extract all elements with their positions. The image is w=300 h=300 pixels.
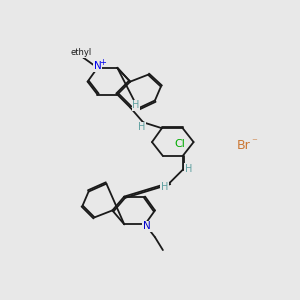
Text: ethyl: ethyl xyxy=(70,48,91,57)
Text: H: H xyxy=(185,164,192,174)
Text: N: N xyxy=(143,221,151,231)
Text: N: N xyxy=(94,61,101,71)
Text: ⁻: ⁻ xyxy=(251,137,257,147)
Text: H: H xyxy=(138,122,146,132)
Text: Cl: Cl xyxy=(174,139,185,149)
Text: Br: Br xyxy=(237,139,251,152)
Text: H: H xyxy=(161,182,169,192)
Text: H: H xyxy=(132,100,140,110)
Text: +: + xyxy=(99,58,106,67)
